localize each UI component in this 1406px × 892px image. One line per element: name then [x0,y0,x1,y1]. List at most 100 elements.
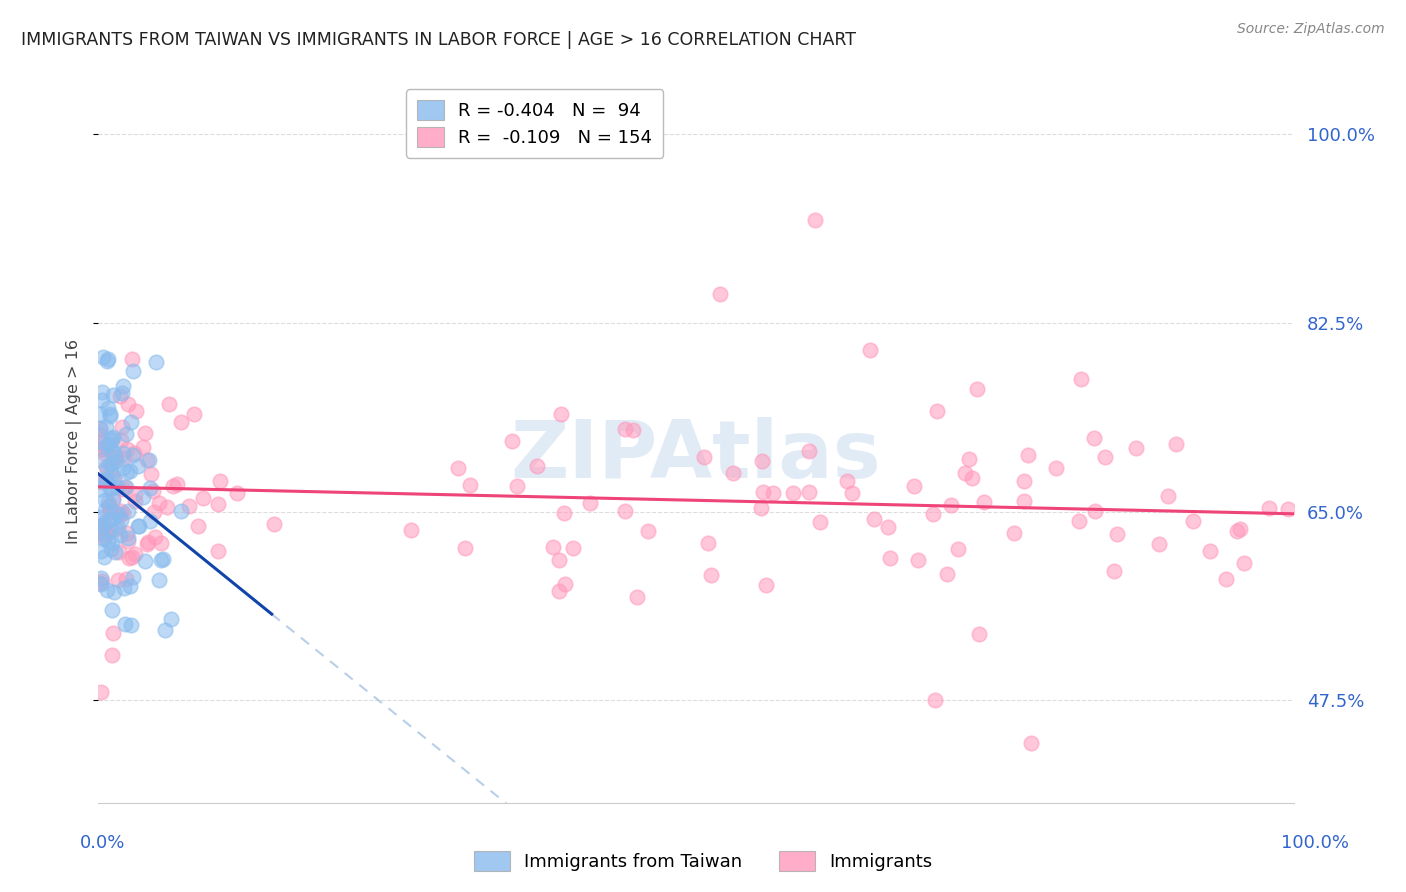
Point [143,530,166,544]
Point [170,415,193,429]
Point [166,476,188,491]
Point [90,392,112,407]
Point [967,626,990,640]
Point [110,513,132,527]
Point [103,625,125,640]
Point [100,523,122,537]
Point [104,450,127,464]
Point [98,408,121,422]
Point [118,550,141,565]
Point [1147,536,1170,550]
Point [96,438,118,452]
Point [121,351,143,366]
Point [98,482,121,496]
Point [96,460,118,475]
Point [159,612,181,626]
Point [91,520,114,534]
Point [98,409,121,423]
Point [89,428,111,442]
Point [108,544,131,558]
Point [97,401,120,415]
Point [1182,514,1205,528]
Point [115,442,138,456]
Point [835,474,858,488]
Point [122,446,145,460]
Point [104,522,127,536]
Point [94,474,117,488]
Point [1094,450,1116,465]
Point [118,579,141,593]
Point [89,453,111,467]
Point [117,396,139,410]
Point [108,527,131,541]
Point [107,520,129,534]
Point [157,396,180,410]
Point [626,590,648,604]
Point [749,501,772,516]
Point [91,436,114,450]
Point [1084,504,1107,518]
Point [501,434,523,449]
Point [138,453,160,467]
Point [858,343,880,358]
Point [526,458,548,473]
Text: 0.0%: 0.0% [80,834,125,852]
Point [127,458,149,473]
Point [100,444,122,458]
Point [101,429,124,443]
Point [111,419,134,434]
Point [145,355,167,369]
Point [112,483,135,497]
Point [721,467,744,481]
Point [89,407,111,421]
Point [117,504,139,518]
Point [973,495,995,509]
Point [506,479,529,493]
Point [149,536,172,550]
Point [101,510,124,524]
Point [103,505,125,519]
Point [114,480,136,494]
Point [1070,372,1092,386]
Point [877,520,900,534]
Point [579,496,602,510]
Point [89,544,111,558]
Point [700,567,723,582]
Point [104,545,127,559]
Point [100,542,122,557]
Point [100,481,122,495]
Point [120,464,142,478]
Point [863,511,886,525]
Point [936,566,959,581]
Point [112,460,135,475]
Point [134,554,156,568]
Point [91,442,114,456]
Point [89,517,111,532]
Point [613,504,636,518]
Point [104,450,127,464]
Point [696,536,718,550]
Point [100,433,122,447]
Point [107,507,129,521]
Point [399,524,422,538]
Point [149,553,172,567]
Point [121,550,143,565]
Point [101,535,124,549]
Point [207,544,229,558]
Point [124,494,146,508]
Point [799,485,821,500]
Point [89,434,111,449]
Point [177,499,200,513]
Point [91,574,114,589]
Point [139,481,162,495]
Point [127,518,149,533]
Point [111,445,134,459]
Point [93,351,115,365]
Point [103,474,125,488]
Point [93,550,115,565]
Point [124,547,146,561]
Point [148,573,170,587]
Point [1226,524,1249,538]
Point [122,570,145,584]
Point [101,603,124,617]
